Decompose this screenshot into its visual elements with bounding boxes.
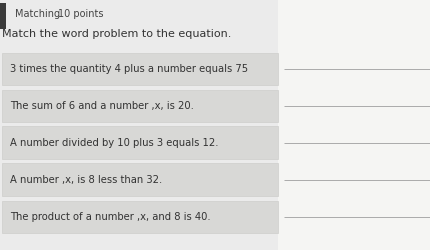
Text: 3 times the quantity 4 plus a number equals 75: 3 times the quantity 4 plus a number equ… [10,64,247,74]
Text: Matching: Matching [15,9,60,19]
FancyBboxPatch shape [0,2,6,29]
FancyBboxPatch shape [2,164,277,196]
Text: Match the word problem to the equation.: Match the word problem to the equation. [2,29,231,39]
Text: 10 points: 10 points [58,9,104,19]
Text: A number ,x, is 8 less than 32.: A number ,x, is 8 less than 32. [10,175,162,185]
Text: The sum of 6 and a number ,x, is 20.: The sum of 6 and a number ,x, is 20. [10,101,194,111]
Text: A number divided by 10 plus 3 equals 12.: A number divided by 10 plus 3 equals 12. [10,138,218,148]
Text: The product of a number ,x, and 8 is 40.: The product of a number ,x, and 8 is 40. [10,212,210,222]
FancyBboxPatch shape [2,126,277,159]
FancyBboxPatch shape [2,52,277,85]
FancyBboxPatch shape [2,90,277,122]
FancyBboxPatch shape [277,0,430,250]
FancyBboxPatch shape [2,200,277,233]
